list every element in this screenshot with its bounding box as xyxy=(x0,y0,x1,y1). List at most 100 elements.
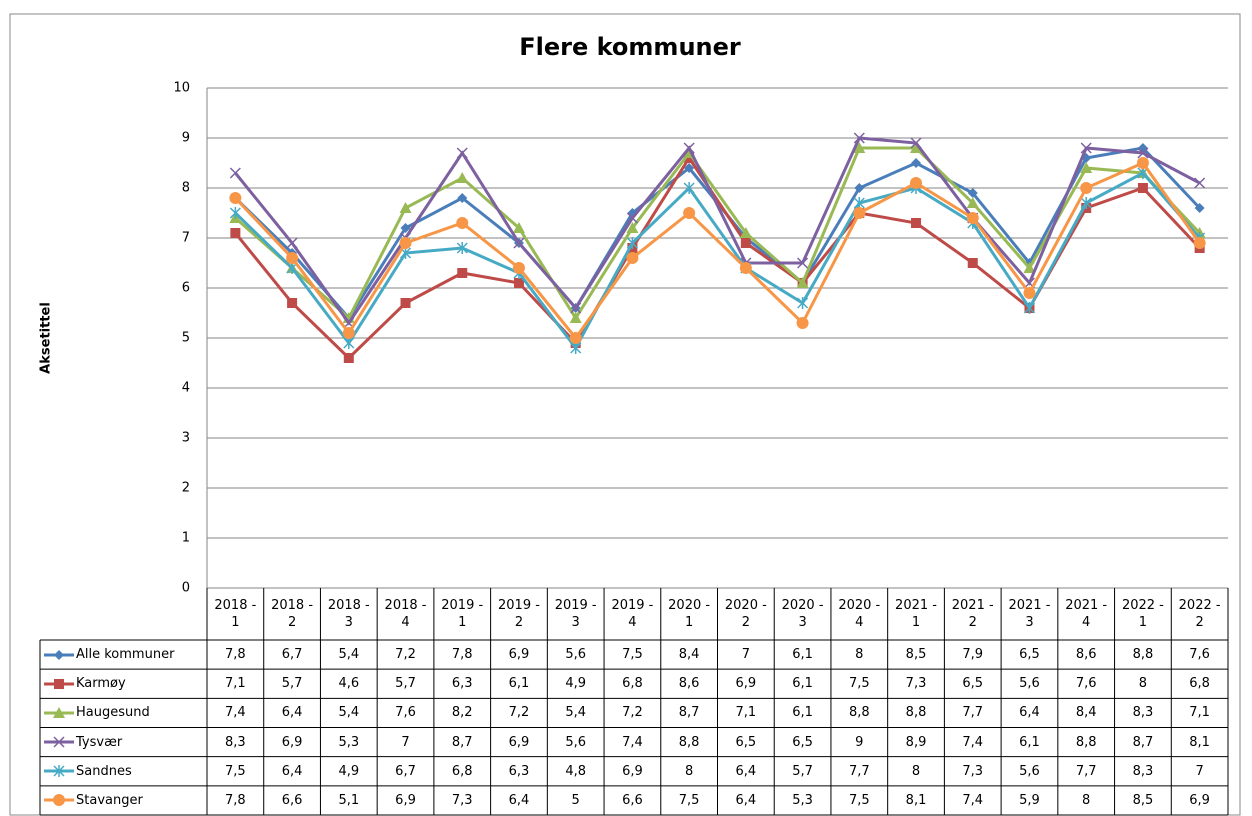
table-value: 6,8 xyxy=(1189,676,1210,692)
marker xyxy=(569,332,582,344)
marker xyxy=(456,242,468,254)
table-value: 7,2 xyxy=(622,705,643,721)
category-label: 2021 - 4 xyxy=(1065,598,1108,630)
legend-entry: Sandnes xyxy=(40,757,207,786)
legend-key xyxy=(44,736,74,748)
marker xyxy=(286,252,299,264)
table-value: 6,6 xyxy=(281,792,303,808)
legend-entry: Tysvær xyxy=(40,728,207,757)
table-value: 7,6 xyxy=(395,705,416,721)
table-value: 8 xyxy=(911,763,921,779)
marker xyxy=(967,258,978,268)
marker xyxy=(1023,262,1036,273)
category-label: 2018 - 2 xyxy=(271,598,314,630)
marker xyxy=(1194,177,1206,189)
table-value: 6,8 xyxy=(451,763,473,779)
table-value: 8,4 xyxy=(678,647,700,663)
table-value: 6,3 xyxy=(451,676,473,692)
marker xyxy=(512,262,525,274)
table-value: 4,9 xyxy=(338,763,360,779)
marker xyxy=(739,262,752,274)
table-value: 7,6 xyxy=(1189,647,1210,663)
table-value: 7,3 xyxy=(962,763,984,779)
table-value: 7,4 xyxy=(962,792,984,808)
marker xyxy=(684,163,695,173)
legend-entry: Karmøy xyxy=(40,669,207,698)
marker xyxy=(1023,302,1036,314)
marker xyxy=(229,207,241,219)
table-value: 7,2 xyxy=(508,705,530,721)
y-tick-label: 8 xyxy=(182,181,190,196)
table-value: 8,8 xyxy=(905,705,927,721)
marker xyxy=(1193,237,1206,249)
table-value: 6,8 xyxy=(622,676,643,692)
category-label: 2019 - 3 xyxy=(554,598,597,630)
legend-key xyxy=(44,706,74,718)
marker xyxy=(626,222,639,233)
table-value: 7,1 xyxy=(225,676,246,692)
category-label: 2020 - 3 xyxy=(781,598,824,630)
marker xyxy=(797,257,809,269)
marker xyxy=(910,142,923,153)
table-value: 7,4 xyxy=(225,705,246,721)
marker xyxy=(286,237,298,249)
legend-label: Tysvær xyxy=(76,734,123,750)
table-value: 8,3 xyxy=(1132,705,1154,721)
table-value: 8,1 xyxy=(905,792,927,808)
table-value: 5,4 xyxy=(565,705,587,721)
marker xyxy=(853,142,866,153)
category-label: 2018 - 4 xyxy=(384,598,427,630)
category-label: 2022 - 1 xyxy=(1121,598,1164,630)
marker xyxy=(853,132,865,144)
category-label: 2021 - 2 xyxy=(951,598,994,630)
table-value: 8,3 xyxy=(1132,763,1154,779)
table-value: 6,4 xyxy=(735,792,757,808)
legend-key xyxy=(44,765,74,778)
table-value: 6,1 xyxy=(792,647,813,663)
marker xyxy=(343,353,354,363)
table-value: 6,5 xyxy=(962,676,984,692)
marker xyxy=(911,158,922,168)
marker xyxy=(853,207,866,219)
table-value: 6,5 xyxy=(792,734,813,750)
marker xyxy=(229,167,241,179)
y-tick-label: 5 xyxy=(182,331,190,346)
table-value: 8,6 xyxy=(1075,647,1097,663)
marker xyxy=(53,736,65,748)
series-line xyxy=(234,136,1201,326)
table-value: 7,1 xyxy=(1189,705,1210,721)
marker xyxy=(53,706,65,718)
y-tick-label: 9 xyxy=(182,131,190,146)
table-value: 7,8 xyxy=(225,647,246,663)
marker xyxy=(967,188,978,198)
marker xyxy=(287,298,298,308)
series-line xyxy=(234,161,1201,341)
table-value: 4,9 xyxy=(565,676,587,692)
marker xyxy=(457,193,468,203)
marker xyxy=(456,172,469,183)
table-value: 7,7 xyxy=(962,705,984,721)
marker xyxy=(910,137,922,149)
marker xyxy=(457,268,468,278)
table-value: 6,4 xyxy=(735,763,757,779)
table-value: 5,4 xyxy=(338,705,360,721)
table-value: 7,8 xyxy=(451,647,473,663)
table-value: 7,4 xyxy=(622,734,643,750)
marker xyxy=(512,222,525,233)
legend-label: Haugesund xyxy=(76,705,150,721)
category-label: 2019 - 4 xyxy=(611,598,654,630)
marker xyxy=(966,197,979,208)
legend-label: Sandnes xyxy=(76,763,132,779)
table-value: 8 xyxy=(684,763,694,779)
table-value: 5,3 xyxy=(338,734,360,750)
series-line xyxy=(234,171,1201,351)
table-value: 5,1 xyxy=(338,792,360,808)
marker xyxy=(853,197,865,209)
table-value: 4,6 xyxy=(338,676,360,692)
marker xyxy=(54,678,64,689)
table-value: 6,9 xyxy=(281,734,303,750)
y-tick-label: 1 xyxy=(182,531,190,546)
category-label: 2020 - 2 xyxy=(724,598,767,630)
series-line xyxy=(234,146,1201,321)
